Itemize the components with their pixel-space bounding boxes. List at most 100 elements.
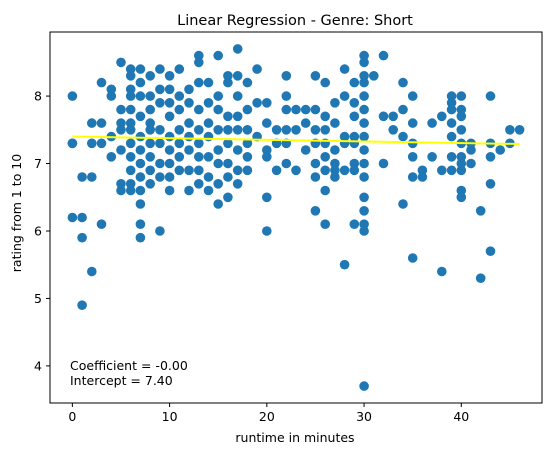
data-point xyxy=(320,219,331,229)
y-tick-label: 6 xyxy=(34,223,42,238)
data-point xyxy=(495,145,506,155)
data-point xyxy=(330,118,340,128)
data-point xyxy=(427,152,437,162)
data-point xyxy=(194,104,204,115)
data-point xyxy=(349,77,360,88)
data-point xyxy=(339,259,350,270)
data-point xyxy=(320,152,331,162)
data-point xyxy=(145,125,155,135)
data-point xyxy=(184,131,194,142)
data-point xyxy=(339,131,350,142)
data-point xyxy=(125,64,136,74)
data-point xyxy=(213,179,223,189)
data-point xyxy=(194,165,204,176)
data-point xyxy=(96,118,107,128)
data-point xyxy=(174,104,185,115)
data-point xyxy=(87,266,97,277)
data-point xyxy=(456,158,467,169)
data-point xyxy=(96,219,107,229)
data-point xyxy=(67,212,78,223)
data-point xyxy=(300,145,311,155)
data-point xyxy=(223,71,233,81)
data-point xyxy=(194,57,204,68)
data-point xyxy=(223,111,233,122)
data-point xyxy=(213,125,223,135)
data-point xyxy=(184,165,194,176)
data-point xyxy=(407,152,418,162)
data-point xyxy=(446,118,457,128)
data-point xyxy=(252,98,262,108)
data-point xyxy=(378,50,389,61)
data-point xyxy=(330,172,340,182)
x-tick-label: 30 xyxy=(356,409,372,424)
data-point xyxy=(359,131,369,142)
y-tick-label: 7 xyxy=(34,156,42,171)
data-point xyxy=(407,118,418,128)
data-point xyxy=(96,138,107,149)
data-point xyxy=(456,91,467,101)
data-point xyxy=(359,104,369,115)
data-point xyxy=(339,165,350,176)
data-point xyxy=(339,138,350,149)
data-point xyxy=(359,219,369,229)
data-point xyxy=(310,172,321,182)
data-point xyxy=(116,185,126,196)
data-point xyxy=(203,172,214,182)
data-point xyxy=(213,91,223,101)
data-point xyxy=(184,98,194,108)
data-point xyxy=(378,158,389,169)
data-point xyxy=(106,91,117,101)
data-point xyxy=(330,145,340,155)
data-point xyxy=(213,158,223,169)
data-point xyxy=(427,118,437,128)
data-point xyxy=(106,84,117,95)
data-point xyxy=(155,138,165,149)
data-point xyxy=(262,152,272,162)
data-point xyxy=(164,185,175,196)
data-point xyxy=(407,91,418,101)
data-point xyxy=(320,77,331,88)
data-point xyxy=(164,131,175,142)
data-point xyxy=(135,158,146,169)
data-point xyxy=(125,152,136,162)
data-point xyxy=(135,219,146,229)
data-point xyxy=(359,158,369,169)
data-point xyxy=(203,131,214,142)
data-point xyxy=(330,158,340,169)
data-point xyxy=(330,98,340,108)
data-point xyxy=(96,77,107,88)
data-point xyxy=(378,111,389,122)
data-point xyxy=(291,125,301,135)
data-point xyxy=(485,179,496,189)
data-point xyxy=(135,185,146,196)
data-point xyxy=(67,91,78,101)
data-point xyxy=(164,111,175,122)
data-point xyxy=(164,158,175,169)
data-point xyxy=(77,300,87,311)
data-point xyxy=(155,98,165,108)
data-point xyxy=(116,118,126,128)
data-point xyxy=(359,226,369,236)
data-point xyxy=(485,91,496,101)
data-point xyxy=(446,152,457,162)
data-point xyxy=(232,179,243,189)
data-point xyxy=(456,125,467,135)
data-point xyxy=(232,125,243,135)
data-point xyxy=(281,91,292,101)
data-point xyxy=(262,226,272,236)
data-point xyxy=(446,98,457,108)
data-point xyxy=(349,158,360,169)
data-point xyxy=(242,165,253,176)
data-point xyxy=(320,165,331,176)
data-point xyxy=(77,172,87,182)
y-tick-label: 5 xyxy=(34,291,42,306)
data-point xyxy=(135,91,146,101)
data-point xyxy=(145,179,155,189)
data-point xyxy=(174,64,185,74)
data-point xyxy=(475,273,486,284)
data-point xyxy=(194,179,204,189)
data-point xyxy=(320,125,331,135)
data-point xyxy=(194,77,204,88)
data-point xyxy=(184,145,194,155)
